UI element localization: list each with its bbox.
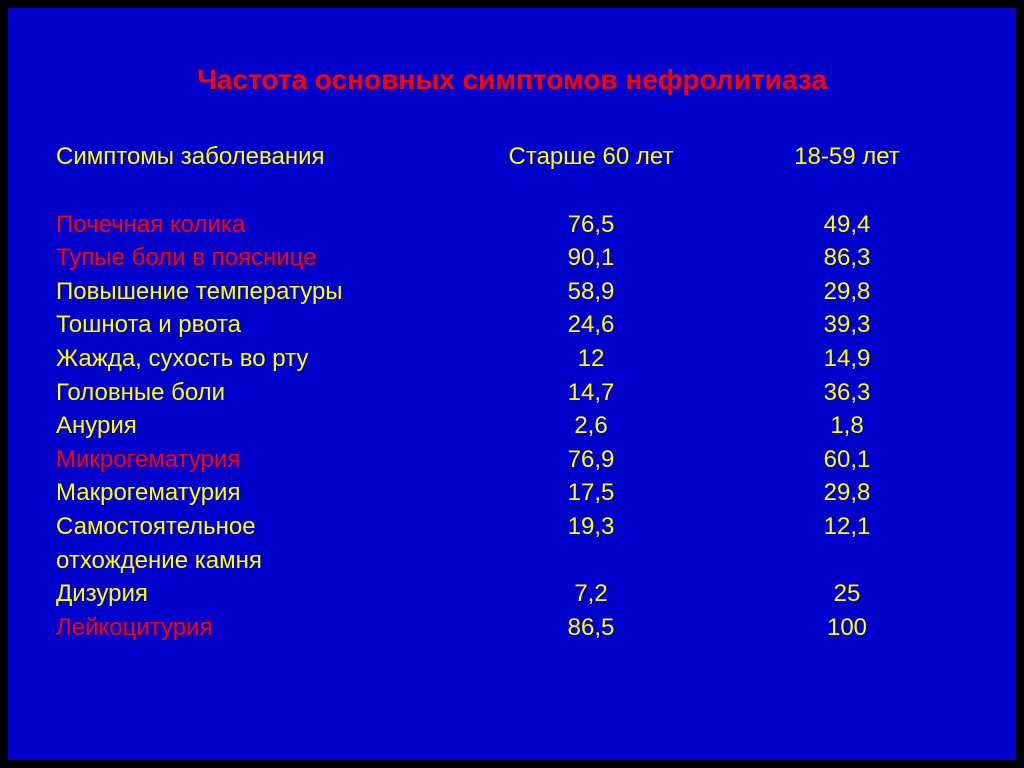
row-value-1: 12 bbox=[456, 342, 726, 376]
row-value-2: 25 bbox=[726, 577, 968, 611]
table-header: Симптомы заболевания Старше 60 лет 18-59… bbox=[56, 140, 968, 174]
table-body: Почечная колика76,549,4Тупые боли в пояс… bbox=[56, 208, 968, 645]
row-value-1: 58,9 bbox=[456, 275, 726, 309]
row-value-2: 60,1 bbox=[726, 443, 968, 477]
row-value-2: 14,9 bbox=[726, 342, 968, 376]
row-value-1: 17,5 bbox=[456, 476, 726, 510]
slide: Частота основных симптомов нефролитиаза … bbox=[8, 8, 1016, 760]
table-row: Головные боли14,736,3 bbox=[56, 376, 968, 410]
row-value-1: 76,5 bbox=[456, 208, 726, 242]
row-label-line2: отхождение камня bbox=[56, 544, 456, 578]
row-label: Дизурия bbox=[56, 577, 456, 611]
table-row: Анурия2,61,8 bbox=[56, 409, 968, 443]
table-row: Жажда, сухость во рту1214,9 bbox=[56, 342, 968, 376]
row-value-2: 36,3 bbox=[726, 376, 968, 410]
row-label: Самостоятельное bbox=[56, 510, 456, 544]
table-row: Тошнота и рвота24,639,3 bbox=[56, 308, 968, 342]
row-value-1: 7,2 bbox=[456, 577, 726, 611]
row-value-1: 2,6 bbox=[456, 409, 726, 443]
row-label: Тупые боли в пояснице bbox=[56, 241, 456, 275]
row-value-2: 39,3 bbox=[726, 308, 968, 342]
row-value-2: 1,8 bbox=[726, 409, 968, 443]
header-col1: Старше 60 лет bbox=[456, 140, 726, 174]
row-value-1: 76,9 bbox=[456, 443, 726, 477]
symptoms-table: Симптомы заболевания Старше 60 лет 18-59… bbox=[56, 140, 968, 644]
row-label: Макрогематурия bbox=[56, 476, 456, 510]
row-value-2: 86,3 bbox=[726, 241, 968, 275]
row-label: Повышение температуры bbox=[56, 275, 456, 309]
table-row: Макрогематурия17,529,8 bbox=[56, 476, 968, 510]
row-label-continuation: отхождение камня bbox=[56, 544, 968, 578]
row-label: Почечная колика bbox=[56, 208, 456, 242]
header-col2: 18-59 лет bbox=[726, 140, 968, 174]
row-label: Тошнота и рвота bbox=[56, 308, 456, 342]
row-value-1: 90,1 bbox=[456, 241, 726, 275]
row-value-2: 12,1 bbox=[726, 510, 968, 544]
row-label: Микрогематурия bbox=[56, 443, 456, 477]
row-label: Анурия bbox=[56, 409, 456, 443]
table-row: Лейкоцитурия86,5100 bbox=[56, 611, 968, 645]
row-value-1: 14,7 bbox=[456, 376, 726, 410]
header-label: Симптомы заболевания bbox=[56, 140, 456, 174]
row-value-2: 29,8 bbox=[726, 275, 968, 309]
row-label: Головные боли bbox=[56, 376, 456, 410]
row-value-2: 49,4 bbox=[726, 208, 968, 242]
row-value-1: 19,3 bbox=[456, 510, 726, 544]
table-row: Самостоятельное19,312,1 bbox=[56, 510, 968, 544]
slide-title: Частота основных симптомов нефролитиаза bbox=[56, 64, 968, 96]
table-row: Повышение температуры58,929,8 bbox=[56, 275, 968, 309]
row-value-2: 29,8 bbox=[726, 476, 968, 510]
row-label: Лейкоцитурия bbox=[56, 611, 456, 645]
row-label: Жажда, сухость во рту bbox=[56, 342, 456, 376]
row-value-1: 24,6 bbox=[456, 308, 726, 342]
table-row: Тупые боли в пояснице90,186,3 bbox=[56, 241, 968, 275]
table-row: Микрогематурия76,960,1 bbox=[56, 443, 968, 477]
table-row: Почечная колика76,549,4 bbox=[56, 208, 968, 242]
row-value-1: 86,5 bbox=[456, 611, 726, 645]
row-value-2: 100 bbox=[726, 611, 968, 645]
table-row: Дизурия7,225 bbox=[56, 577, 968, 611]
